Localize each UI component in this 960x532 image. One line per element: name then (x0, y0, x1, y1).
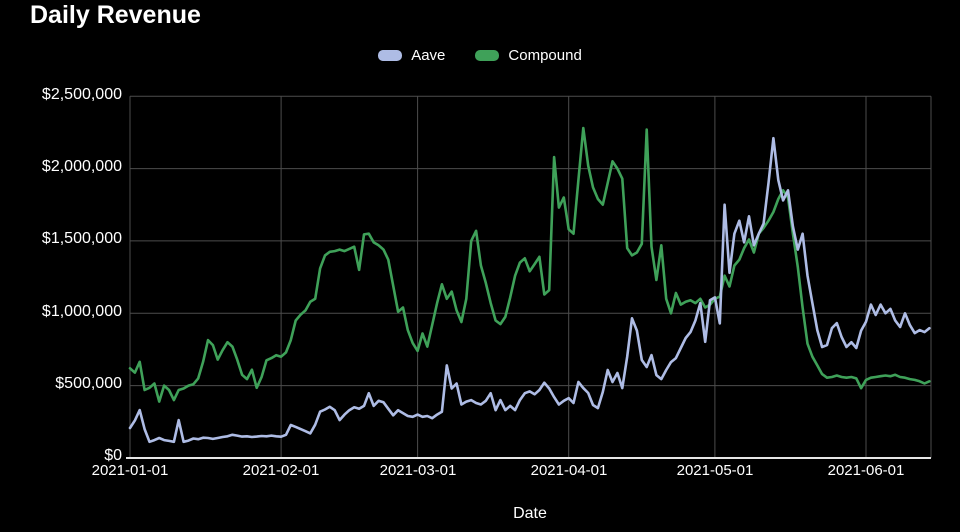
legend-item-compound[interactable]: Compound (475, 47, 582, 64)
x-axis-tick-apr: 2021-04-01 (530, 462, 608, 479)
chart-title: Daily Revenue (30, 1, 201, 29)
y-axis-tick-1000000: $1,000,000 (41, 303, 122, 320)
y-axis-tick-500000: $500,000 (55, 375, 122, 392)
x-axis-tick-jun: 2021-06-01 (827, 462, 905, 479)
aave-legend-label: Aave (411, 47, 446, 64)
chart-legend: Aave Compound (0, 47, 960, 64)
x-axis-title: Date (513, 505, 547, 522)
aave-legend-swatch-icon (378, 50, 403, 61)
x-axis-tick-mar: 2021-03-01 (379, 462, 457, 479)
y-axis-tick-2500000: $2,500,000 (41, 86, 122, 103)
y-axis-tick-0: $0 (104, 447, 122, 464)
x-axis-tick-may: 2021-05-01 (676, 462, 754, 479)
x-axis-tick-jan: 2021-01-01 (91, 462, 169, 479)
y-axis-tick-2000000: $2,000,000 (41, 158, 122, 175)
y-axis-tick-1500000: $1,500,000 (41, 230, 122, 247)
x-axis-tick-feb: 2021-02-01 (242, 462, 320, 479)
legend-item-aave[interactable]: Aave (378, 47, 445, 64)
compound-legend-label: Compound (508, 47, 582, 64)
compound-legend-swatch-icon (475, 50, 500, 61)
